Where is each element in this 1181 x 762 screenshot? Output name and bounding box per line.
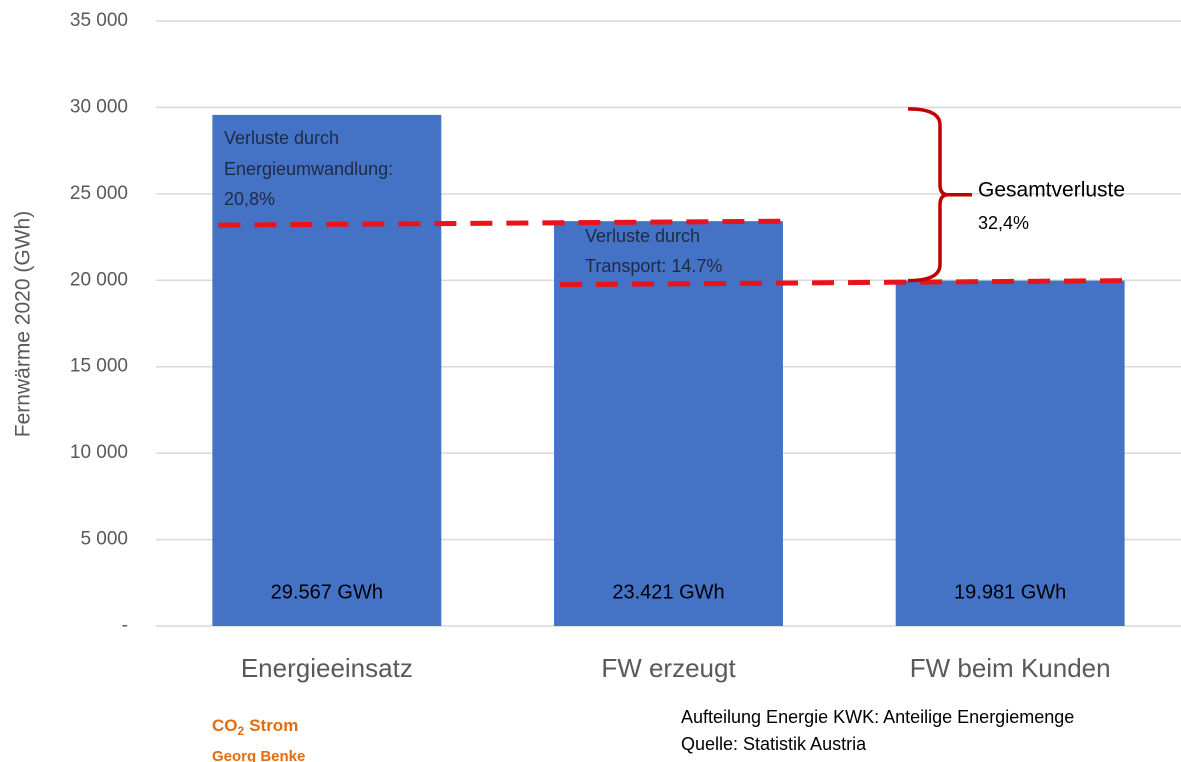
annotation: 32,4%: [978, 213, 1029, 233]
y-tick-label: 35 000: [70, 10, 128, 31]
annotation: Energieumwandlung:: [224, 159, 393, 179]
loss-line: [560, 278, 1129, 288]
value-label: 19.981 GWh: [954, 581, 1066, 603]
source: Quelle: Statistik Austria: [681, 734, 867, 754]
y-axis-label: Fernwärme 2020 (GWh): [12, 211, 35, 437]
note: Aufteilung Energie KWK: Anteilige Energi…: [681, 707, 1074, 727]
annotation: Transport: 14.7%: [585, 256, 722, 276]
x-tick-label: FW beim Kunden: [910, 653, 1111, 683]
y-tick-label: 10 000: [70, 442, 128, 463]
x-tick-label: FW erzeugt: [601, 653, 736, 683]
value-label: 23.421 GWh: [612, 581, 724, 603]
y-tick-label: 25 000: [70, 183, 128, 204]
loss-line: [218, 218, 787, 228]
y-tick-label: -: [122, 615, 128, 636]
y-tick-label: 30 000: [70, 96, 128, 117]
annotation: Verluste durch: [585, 226, 700, 246]
y-tick-label: 15 000: [70, 356, 128, 377]
bar: [212, 114, 442, 627]
bar: [895, 280, 1125, 626]
annotation: Verluste durch: [224, 128, 339, 148]
brace: [907, 107, 972, 283]
value-label: 29.567 GWh: [271, 581, 383, 603]
bar: [554, 221, 783, 626]
annotation: Gesamtverluste: [978, 179, 1125, 202]
author: Georg Benke: [212, 748, 305, 762]
logo: CO2 Strom: [212, 716, 298, 738]
x-tick-label: Energieeinsatz: [241, 653, 413, 683]
y-tick-label: 20 000: [70, 269, 128, 290]
y-tick-label: 5 000: [80, 529, 128, 550]
annotation: 20,8%: [224, 189, 275, 209]
